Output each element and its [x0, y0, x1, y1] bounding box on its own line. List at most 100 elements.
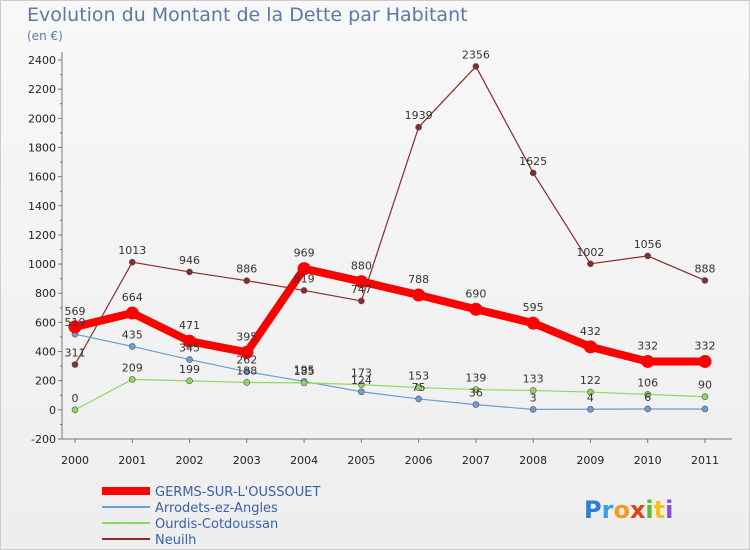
data-point-ourdis-cotdoussan	[243, 379, 251, 386]
data-label-ourdis-cotdoussan: 139	[465, 372, 486, 385]
y-tick-label: 400	[35, 346, 56, 359]
data-point-arrodets-ez-angles	[701, 405, 709, 413]
x-tick-label: 2003	[233, 454, 261, 467]
data-label-germs-sur-l-oussouet: 471	[179, 319, 200, 332]
chart-title: Evolution du Montant de la Dette par Hab…	[27, 4, 468, 26]
data-point-germs-sur-l-oussouet	[354, 275, 368, 289]
x-tick-label: 2002	[176, 454, 204, 467]
data-point-neuilh	[186, 268, 193, 276]
data-point-arrodets-ez-angles	[472, 401, 480, 408]
data-point-ourdis-cotdoussan	[186, 377, 193, 385]
proxiti-logo-letter: P	[584, 496, 602, 524]
y-tick-label: 1800	[28, 141, 56, 154]
data-label-arrodets-ez-angles: 195	[294, 363, 315, 376]
data-point-germs-sur-l-oussouet	[297, 262, 311, 276]
data-label-ourdis-cotdoussan: 173	[351, 367, 372, 380]
x-tick-label: 2008	[519, 454, 547, 467]
data-label-ourdis-cotdoussan: 0	[72, 392, 79, 405]
data-point-germs-sur-l-oussouet	[240, 345, 254, 359]
data-point-neuilh	[243, 277, 251, 284]
data-label-neuilh: 1002	[576, 246, 604, 259]
y-tick-label: 200	[35, 375, 56, 388]
y-tick-label: 1000	[28, 258, 56, 271]
x-tick-label: 2004	[290, 454, 318, 467]
data-point-germs-sur-l-oussouet	[68, 320, 82, 334]
data-label-ourdis-cotdoussan: 153	[408, 370, 429, 383]
y-tick-label: 2000	[28, 112, 56, 125]
data-point-arrodets-ez-angles	[186, 356, 193, 363]
data-point-neuilh	[300, 287, 308, 294]
data-point-ourdis-cotdoussan	[300, 379, 308, 387]
data-label-neuilh: 946	[179, 254, 200, 267]
data-point-neuilh	[71, 361, 79, 368]
data-label-ourdis-cotdoussan: 90	[698, 379, 712, 392]
data-point-ourdis-cotdoussan	[701, 393, 709, 401]
x-tick-label: 2001	[118, 454, 146, 467]
data-label-germs-sur-l-oussouet: 690	[465, 287, 486, 300]
data-point-ourdis-cotdoussan	[472, 386, 480, 393]
data-label-germs-sur-l-oussouet: 664	[122, 291, 143, 304]
y-tick-label: 600	[35, 316, 56, 329]
series-line-neuilh	[74, 65, 706, 366]
data-point-ourdis-cotdoussan	[644, 391, 652, 398]
data-label-germs-sur-l-oussouet: 332	[694, 339, 715, 352]
data-point-neuilh	[472, 63, 480, 70]
y-tick-label: -200	[31, 433, 56, 446]
x-tick-label: 2007	[462, 454, 490, 467]
proxiti-logo-letter: t	[654, 496, 665, 524]
data-point-arrodets-ez-angles	[644, 405, 652, 413]
data-label-arrodets-ez-angles: 519	[65, 316, 86, 329]
y-tick-label: 2200	[28, 83, 56, 96]
y-tick-label: 800	[35, 287, 56, 300]
data-point-arrodets-ez-angles	[128, 343, 136, 350]
data-point-arrodets-ez-angles	[358, 388, 365, 396]
data-label-arrodets-ez-angles: 435	[122, 328, 143, 341]
data-point-ourdis-cotdoussan	[128, 376, 136, 383]
data-point-ourdis-cotdoussan	[529, 387, 537, 394]
data-label-germs-sur-l-oussouet: 432	[580, 325, 601, 338]
data-point-arrodets-ez-angles	[529, 406, 537, 413]
x-tick-label: 2005	[347, 454, 375, 467]
y-tick-label: 1200	[28, 229, 56, 242]
data-label-germs-sur-l-oussouet: 332	[637, 339, 658, 352]
data-point-neuilh	[529, 169, 537, 177]
x-tick-label: 2009	[576, 454, 604, 467]
data-label-ourdis-cotdoussan: 209	[122, 361, 143, 374]
data-point-neuilh	[587, 260, 594, 268]
series-line-germs-sur-l-oussouet	[71, 264, 709, 366]
data-label-neuilh: 1625	[519, 155, 547, 168]
data-label-arrodets-ez-angles: 262	[236, 354, 257, 367]
data-label-ourdis-cotdoussan: 188	[236, 364, 257, 377]
legend-label-ourdis-cotdoussan: Ourdis-Cotdoussan	[155, 517, 278, 532]
data-point-neuilh	[701, 277, 709, 284]
data-label-arrodets-ez-angles: 6	[644, 391, 651, 404]
data-label-germs-sur-l-oussouet: 595	[523, 301, 544, 314]
series-line-ourdis-cotdoussan	[74, 378, 706, 411]
data-point-ourdis-cotdoussan	[358, 381, 365, 388]
data-point-germs-sur-l-oussouet	[183, 334, 197, 348]
data-label-arrodets-ez-angles: 124	[351, 374, 372, 387]
proxiti-logo-letter: i	[645, 496, 653, 524]
data-point-neuilh	[358, 297, 365, 305]
data-label-ourdis-cotdoussan: 185	[294, 365, 315, 378]
y-tick-label: 1400	[28, 200, 56, 213]
data-label-ourdis-cotdoussan: 122	[580, 374, 601, 387]
y-tick-label: 1600	[28, 171, 56, 184]
data-point-germs-sur-l-oussouet	[641, 354, 655, 368]
data-label-germs-sur-l-oussouet: 880	[351, 260, 372, 273]
data-label-neuilh: 311	[65, 347, 86, 360]
data-point-arrodets-ez-angles	[415, 395, 422, 403]
legend-label-neuilh: Neuilh	[155, 533, 196, 548]
data-point-neuilh	[415, 123, 422, 131]
data-label-ourdis-cotdoussan: 106	[637, 376, 658, 389]
legend-label-germs-sur-l-oussouet: GERMS-SUR-L'OUSSOUET	[155, 485, 320, 500]
y-tick-label: 2400	[28, 54, 56, 67]
data-label-neuilh: 886	[236, 263, 257, 276]
proxiti-logo-letter: o	[613, 496, 630, 524]
data-label-neuilh: 1013	[118, 244, 146, 257]
data-label-arrodets-ez-angles: 4	[587, 391, 594, 404]
data-point-germs-sur-l-oussouet	[698, 354, 712, 368]
data-point-ourdis-cotdoussan	[71, 406, 79, 414]
data-label-germs-sur-l-oussouet: 569	[65, 305, 86, 318]
